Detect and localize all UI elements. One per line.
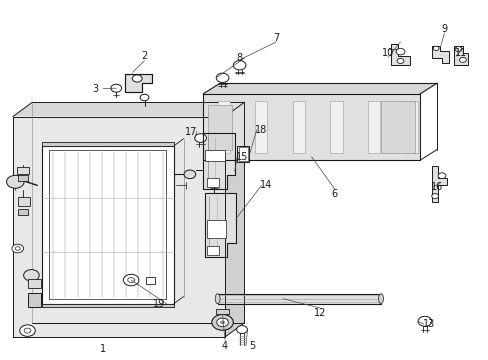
Bar [42, 146, 173, 304]
Circle shape [183, 170, 195, 179]
Bar [49, 150, 166, 300]
Circle shape [431, 194, 438, 199]
Circle shape [194, 134, 206, 142]
Text: 10: 10 [382, 48, 394, 58]
Bar [18, 209, 28, 215]
Bar [215, 309, 229, 315]
Polygon shape [431, 166, 446, 202]
Ellipse shape [215, 294, 220, 304]
Polygon shape [390, 44, 409, 65]
Polygon shape [204, 193, 236, 257]
Circle shape [459, 57, 466, 62]
Polygon shape [453, 45, 467, 65]
Text: 17: 17 [184, 127, 197, 136]
Circle shape [140, 94, 149, 101]
Circle shape [24, 328, 31, 333]
Circle shape [216, 73, 228, 82]
Circle shape [111, 84, 122, 92]
Circle shape [15, 247, 20, 250]
Circle shape [233, 60, 245, 70]
Bar [205, 150, 224, 161]
Circle shape [395, 48, 404, 55]
Text: 7: 7 [272, 33, 279, 43]
Circle shape [12, 244, 23, 253]
Circle shape [216, 318, 228, 327]
Bar [380, 101, 414, 153]
Polygon shape [203, 134, 234, 189]
Bar [238, 147, 247, 161]
Bar [27, 293, 41, 307]
Text: 18: 18 [255, 125, 267, 135]
Bar [28, 279, 41, 288]
Bar [206, 178, 219, 187]
Bar [206, 246, 219, 255]
Text: 12: 12 [313, 309, 325, 318]
Bar [42, 141, 173, 146]
Text: 19: 19 [153, 299, 165, 309]
Circle shape [454, 46, 461, 51]
Circle shape [132, 75, 142, 82]
Circle shape [6, 175, 24, 188]
Circle shape [220, 320, 224, 324]
Polygon shape [203, 83, 436, 94]
Polygon shape [224, 102, 244, 337]
Text: 3: 3 [93, 84, 99, 94]
Text: 4: 4 [222, 341, 227, 351]
Circle shape [432, 46, 438, 50]
Bar [13, 117, 224, 337]
Bar [18, 175, 28, 181]
Bar [217, 101, 229, 153]
Bar [145, 277, 154, 284]
Polygon shape [217, 294, 380, 304]
Bar [292, 101, 305, 153]
Polygon shape [431, 45, 448, 63]
Text: 13: 13 [422, 319, 434, 329]
Text: 8: 8 [236, 53, 242, 63]
Circle shape [211, 315, 233, 330]
Polygon shape [203, 94, 419, 160]
Circle shape [123, 274, 139, 286]
Bar [255, 101, 267, 153]
Text: 6: 6 [331, 189, 337, 199]
Text: 5: 5 [248, 341, 254, 351]
Text: 2: 2 [141, 51, 147, 61]
Bar [42, 304, 173, 307]
Polygon shape [125, 74, 152, 92]
Circle shape [236, 325, 247, 333]
Circle shape [23, 270, 39, 281]
Bar [367, 101, 379, 153]
Text: 16: 16 [430, 182, 442, 192]
Polygon shape [13, 102, 244, 117]
Circle shape [437, 173, 445, 179]
Circle shape [417, 316, 431, 326]
Bar [206, 220, 226, 238]
Text: 14: 14 [260, 180, 272, 190]
Circle shape [127, 278, 134, 283]
Bar [17, 167, 29, 174]
Circle shape [20, 325, 35, 336]
Bar [18, 197, 30, 206]
Bar [237, 146, 249, 162]
Text: 11: 11 [454, 48, 467, 58]
Text: 9: 9 [441, 24, 447, 35]
Ellipse shape [378, 294, 383, 304]
Bar [405, 101, 417, 153]
Text: 1: 1 [100, 344, 106, 354]
Text: 15: 15 [235, 152, 248, 162]
Bar [330, 101, 342, 153]
Circle shape [396, 58, 403, 63]
Bar [207, 105, 232, 149]
